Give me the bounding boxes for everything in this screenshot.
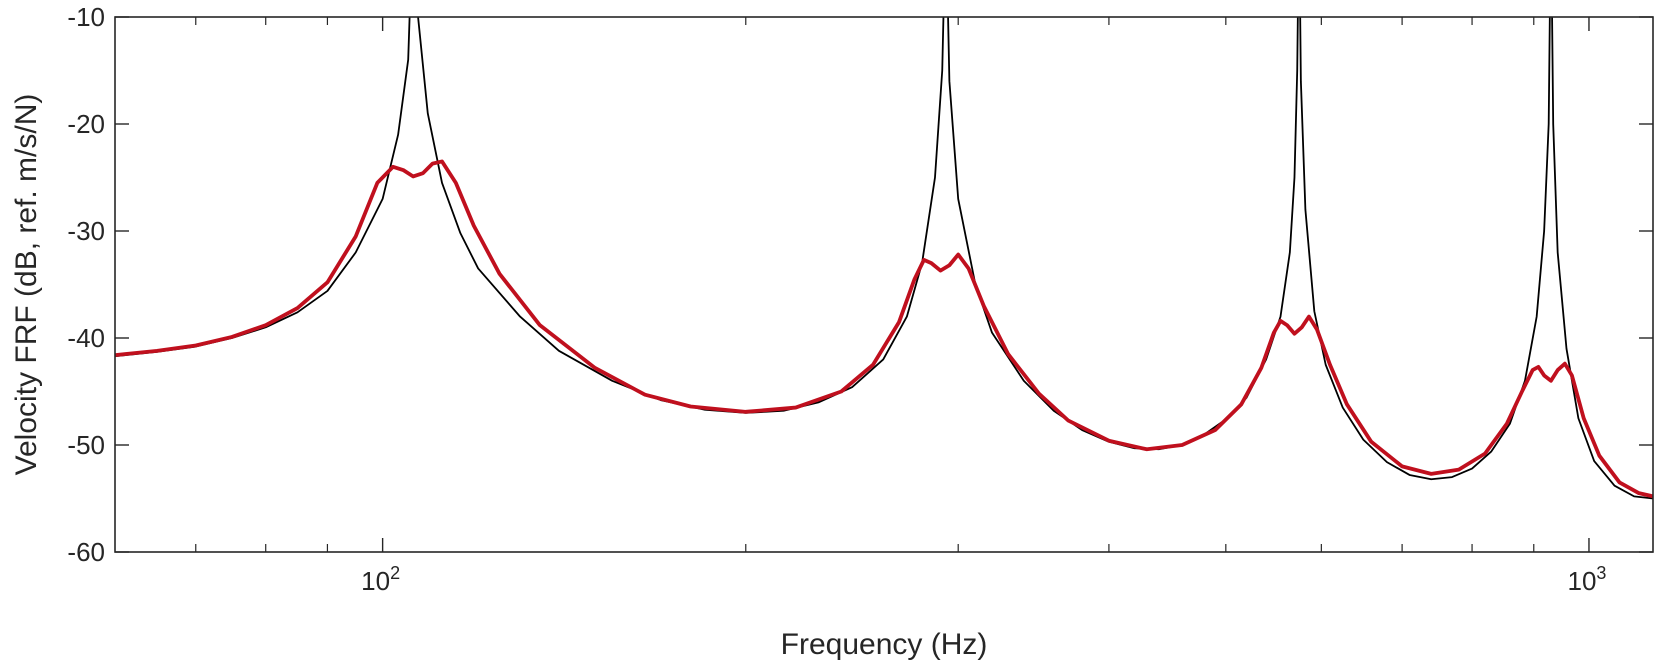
x-axis-title: Frequency (Hz) (781, 628, 988, 661)
y-tick-label: -20 (67, 109, 105, 139)
axes-box (114, 16, 1654, 553)
series-line-2 (115, 159, 1653, 499)
y-tick-label: -10 (67, 2, 105, 32)
x-tick-label: 102 (361, 563, 400, 596)
y-axis-title: Velocity FRF (dB, ref. m/s/N) (10, 94, 43, 476)
series-layer (115, 17, 1653, 500)
y-tick-label: -60 (67, 537, 105, 567)
y-tick-label: -40 (67, 323, 105, 353)
x-tick-label: 103 (1568, 563, 1607, 596)
y-tick-label: -50 (67, 430, 105, 460)
y-tick-label: -30 (67, 216, 105, 246)
label-layer: -60 -50 -40 -30 -20 -10 102 103 (67, 2, 1606, 596)
